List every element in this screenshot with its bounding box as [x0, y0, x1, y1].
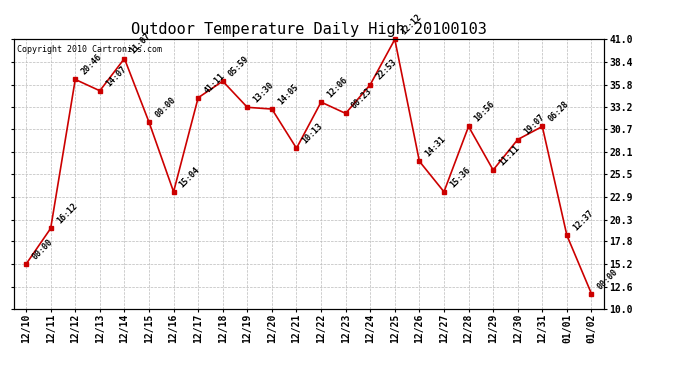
Text: 12:12: 12:12 — [399, 12, 423, 37]
Text: 15:04: 15:04 — [178, 165, 201, 189]
Text: 00:23: 00:23 — [350, 87, 374, 111]
Text: 10:56: 10:56 — [473, 100, 497, 124]
Text: 11:07: 11:07 — [128, 32, 152, 56]
Text: 20:46: 20:46 — [79, 53, 104, 76]
Text: 00:00: 00:00 — [153, 95, 177, 119]
Text: 41:11: 41:11 — [202, 71, 226, 95]
Text: 05:59: 05:59 — [227, 54, 251, 78]
Text: 12:37: 12:37 — [571, 209, 595, 232]
Text: 22:53: 22:53 — [375, 58, 398, 82]
Text: 15:36: 15:36 — [448, 165, 472, 189]
Text: 11:11: 11:11 — [497, 143, 522, 167]
Text: 10:13: 10:13 — [301, 122, 325, 146]
Text: 13:30: 13:30 — [251, 81, 275, 105]
Text: 16:12: 16:12 — [55, 201, 79, 226]
Text: 00:00: 00:00 — [30, 237, 55, 261]
Text: 19:07: 19:07 — [522, 113, 546, 137]
Title: Outdoor Temperature Daily High 20100103: Outdoor Temperature Daily High 20100103 — [131, 22, 486, 37]
Text: Copyright 2010 Cartronics.com: Copyright 2010 Cartronics.com — [17, 45, 161, 54]
Text: 14:07: 14:07 — [104, 64, 128, 88]
Text: 14:31: 14:31 — [424, 135, 448, 159]
Text: 06:28: 06:28 — [546, 100, 571, 124]
Text: 00:00: 00:00 — [595, 267, 620, 291]
Text: 14:05: 14:05 — [276, 82, 300, 106]
Text: 12:06: 12:06 — [325, 75, 349, 99]
